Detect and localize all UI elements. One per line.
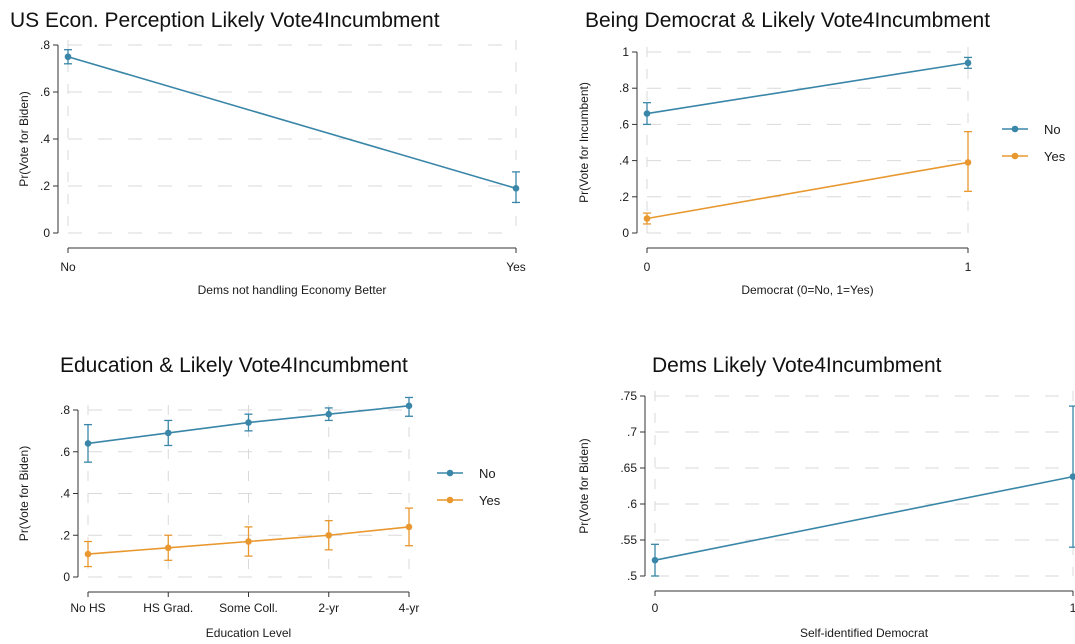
data-point — [405, 402, 413, 410]
data-point — [1069, 473, 1075, 480]
data-point — [245, 419, 252, 426]
data-point — [84, 550, 92, 558]
data-point — [325, 531, 333, 539]
y-tick-label: .2 — [60, 528, 70, 542]
chart-panel-1: US Econ. Perception Likely Vote4Incumbme… — [10, 9, 526, 297]
series-line — [654, 475, 1074, 561]
x-tick-label: 0 — [652, 601, 659, 615]
x-axis-title: Democrat (0=No, 1=Yes) — [741, 283, 873, 297]
chart-title: Dems Likely Vote4Incumbment — [652, 354, 942, 377]
series-line — [67, 55, 517, 190]
data-point — [64, 53, 72, 61]
y-tick-label: .6 — [619, 117, 629, 131]
y-axis-title: Pr(Vote for Biden) — [17, 446, 31, 541]
chart-title: US Econ. Perception Likely Vote4Incumbme… — [10, 9, 440, 32]
legend-label: Yes — [479, 493, 501, 508]
legend-item-2: Yes — [1002, 149, 1066, 164]
y-tick-label: 0 — [63, 570, 70, 584]
legend-label: No — [1044, 122, 1061, 137]
x-axis-title: Self-identified Democrat — [800, 626, 929, 640]
x-tick-label: 4-yr — [399, 601, 420, 615]
data-point — [245, 538, 252, 545]
series-1 — [651, 405, 1075, 577]
y-tick-label: .8 — [619, 81, 629, 95]
y-tick-label: .6 — [60, 445, 70, 459]
y-axis-title: Pr(Vote for Biden) — [17, 91, 31, 186]
chart-panel-2: Being Democrat & Likely Vote4Incumbment 0… — [577, 9, 1066, 297]
x-tick-label: 1 — [1070, 601, 1075, 615]
x-tick-label: Yes — [506, 260, 526, 274]
data-point — [164, 544, 172, 552]
series-1 — [64, 49, 520, 204]
chart-panel-3: Education & Likely Vote4Incumbment 0 .2 .4.… — [17, 354, 501, 640]
y-tick-label: 1 — [622, 45, 629, 59]
chart-title: Being Democrat & Likely Vote4Incumbment — [585, 9, 990, 32]
y-tick-label: .4 — [60, 487, 70, 501]
chart-panel-4: Dems Likely Vote4Incumbment .5 .55 .6 .65 .7.… — [577, 354, 1075, 640]
y-tick-label: .6 — [627, 497, 637, 511]
data-point — [84, 440, 92, 447]
legend-item-1: No — [1002, 122, 1061, 137]
x-tick-label: HS Grad. — [143, 601, 193, 615]
legend-label: Yes — [1044, 149, 1066, 164]
legend-item-2: Yes — [437, 493, 501, 508]
data-point — [325, 410, 333, 418]
y-tick-label: 0 — [43, 226, 50, 240]
y-tick-label: .65 — [620, 461, 637, 475]
series-1 — [84, 396, 413, 463]
series-1 — [643, 56, 972, 126]
y-tick-label: .2 — [619, 190, 629, 204]
series-line — [646, 62, 969, 115]
x-tick-label: No — [60, 260, 76, 274]
x-axis-title: Education Level — [206, 626, 291, 640]
y-tick-label: .8 — [40, 38, 50, 52]
y-tick-label: .4 — [619, 154, 629, 168]
x-tick-label: 1 — [965, 260, 972, 274]
x-tick-label: Some Coll. — [219, 601, 278, 615]
y-tick-label: .75 — [620, 389, 637, 403]
series-line — [646, 161, 969, 220]
data-point — [512, 185, 520, 192]
y-tick-label: .2 — [40, 179, 50, 193]
legend-swatch-point — [446, 469, 454, 477]
data-point — [405, 523, 413, 531]
legend-label: No — [479, 466, 496, 481]
legend-item-1: No — [437, 466, 496, 481]
legend-swatch-point — [446, 496, 454, 504]
y-tick-label: .55 — [620, 533, 637, 547]
data-point — [164, 429, 172, 437]
x-tick-label: 0 — [644, 260, 651, 274]
data-point — [964, 59, 972, 67]
data-point — [964, 159, 972, 166]
chart-title: Education & Likely Vote4Incumbment — [60, 354, 408, 377]
x-axis-title: Dems not handling Economy Better — [198, 283, 387, 297]
series-2 — [643, 130, 972, 225]
data-point — [643, 110, 651, 117]
y-axis-title: Pr(Vote for Incumbent) — [577, 82, 591, 203]
y-tick-label: .4 — [40, 132, 50, 146]
y-tick-label: .7 — [627, 425, 637, 439]
x-tick-label: 2-yr — [318, 601, 339, 615]
legend-swatch-point — [1011, 125, 1019, 133]
legend-swatch-point — [1011, 152, 1019, 160]
y-tick-label: .8 — [60, 403, 70, 417]
y-tick-label: .6 — [40, 85, 50, 99]
data-point — [651, 556, 659, 564]
y-tick-label: .5 — [627, 569, 637, 583]
y-axis-title: Pr(Vote for Biden) — [577, 438, 591, 533]
series-2 — [84, 507, 413, 568]
y-tick-label: 0 — [622, 226, 629, 240]
data-point — [643, 215, 651, 222]
x-tick-label: No HS — [70, 601, 105, 615]
